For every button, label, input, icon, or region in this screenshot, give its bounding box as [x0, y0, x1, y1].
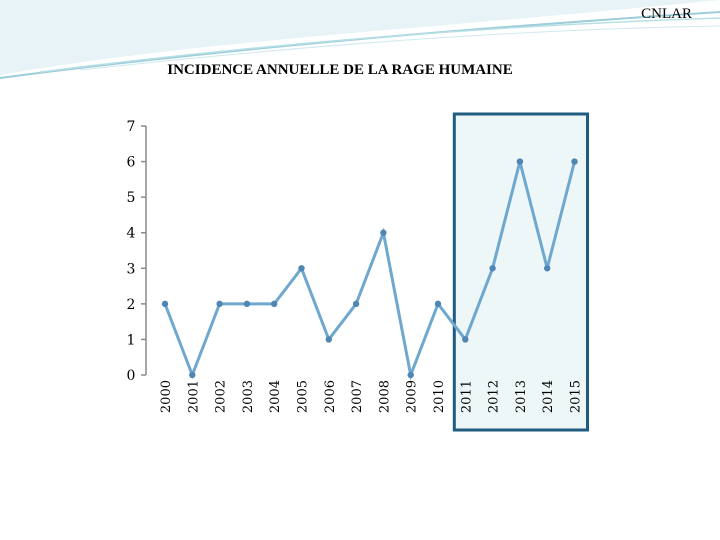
x-tick-label: 2014 [541, 380, 556, 413]
chart-title: INCIDENCE ANNUELLE DE LA RAGE HUMAINE [167, 62, 513, 78]
x-tick-label: 2012 [487, 380, 502, 413]
x-axis-ticks: 2000 2001 2002 2003 2004 2005 2006 2007 2008 2009… [159, 380, 584, 413]
y-axis-ticks: 0 1 2 3 4 5 6 7 [127, 119, 146, 384]
data-point [216, 300, 223, 308]
x-tick-label: 2002 [214, 380, 229, 413]
data-point [352, 300, 360, 308]
x-tick-label: 2015 [569, 380, 584, 413]
data-point [271, 300, 278, 308]
data-point [189, 371, 196, 379]
series-line [163, 161, 576, 381]
y-tick-label: 5 [127, 190, 136, 206]
x-tick-label: 2008 [377, 380, 392, 413]
x-tick-label: 2009 [405, 380, 420, 413]
data-point [243, 300, 251, 308]
y-tick-label: 6 [127, 155, 136, 171]
y-tick-label: 7 [127, 119, 136, 135]
data-point [407, 371, 414, 379]
data-point [325, 336, 332, 343]
decorative-header-swoosh [0, 0, 720, 79]
organization-label: CNLAR [641, 6, 692, 22]
x-tick-label: 2003 [241, 380, 256, 413]
y-tick-label: 3 [127, 261, 136, 277]
data-point [298, 265, 305, 272]
x-tick-label: 2011 [459, 380, 474, 413]
x-tick-label: 2005 [296, 380, 311, 413]
x-tick-label: 2006 [323, 380, 338, 413]
data-point [571, 158, 578, 165]
x-tick-label: 2004 [268, 380, 283, 413]
y-tick-label: 1 [127, 332, 136, 348]
data-point [380, 229, 387, 236]
x-tick-label: 2000 [159, 380, 174, 413]
data-point [489, 265, 496, 272]
data-point [434, 300, 442, 308]
data-point [516, 158, 524, 165]
x-tick-label: 2007 [350, 380, 365, 413]
x-tick-label: 2010 [432, 380, 447, 413]
x-tick-label: 2013 [514, 380, 529, 413]
data-point [462, 336, 469, 343]
y-tick-label: 4 [127, 226, 136, 242]
data-points [161, 158, 578, 379]
x-tick-label: 2001 [186, 380, 201, 413]
data-point [161, 300, 169, 308]
y-tick-label: 2 [127, 297, 136, 313]
y-tick-label: 0 [127, 368, 136, 384]
data-point [544, 265, 551, 272]
